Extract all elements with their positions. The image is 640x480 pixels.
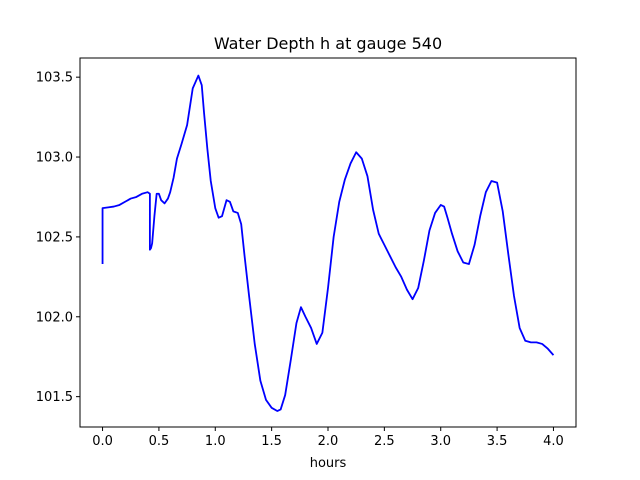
x-tick-label: 0.5 xyxy=(149,434,170,449)
y-tick-label: 103.0 xyxy=(36,151,73,166)
x-tick-label: 2.0 xyxy=(318,434,339,449)
y-tick-label: 103.5 xyxy=(36,71,73,86)
x-tick-label: 2.5 xyxy=(374,434,395,449)
x-axis: 0.0 0.5 1.0 1.5 2.0 2.5 3.0 3.5 4.0 xyxy=(92,427,564,449)
y-tick-label: 102.5 xyxy=(36,230,73,245)
y-tick-label: 101.5 xyxy=(36,390,73,405)
x-tick-label: 3.5 xyxy=(487,434,508,449)
x-tick-label: 3.0 xyxy=(430,434,451,449)
series-line-0 xyxy=(101,74,555,412)
chart-title: Water Depth h at gauge 540 xyxy=(214,34,442,53)
x-axis-label: hours xyxy=(310,456,347,471)
x-tick-label: 1.0 xyxy=(205,434,226,449)
plot-area xyxy=(101,74,555,412)
x-tick-label: 1.5 xyxy=(261,434,282,449)
x-tick-label: 4.0 xyxy=(543,434,564,449)
y-axis: 101.5 102.0 102.5 103.0 103.5 xyxy=(36,71,80,405)
y-tick-label: 102.0 xyxy=(36,310,73,325)
x-tick-label: 0.0 xyxy=(92,434,113,449)
